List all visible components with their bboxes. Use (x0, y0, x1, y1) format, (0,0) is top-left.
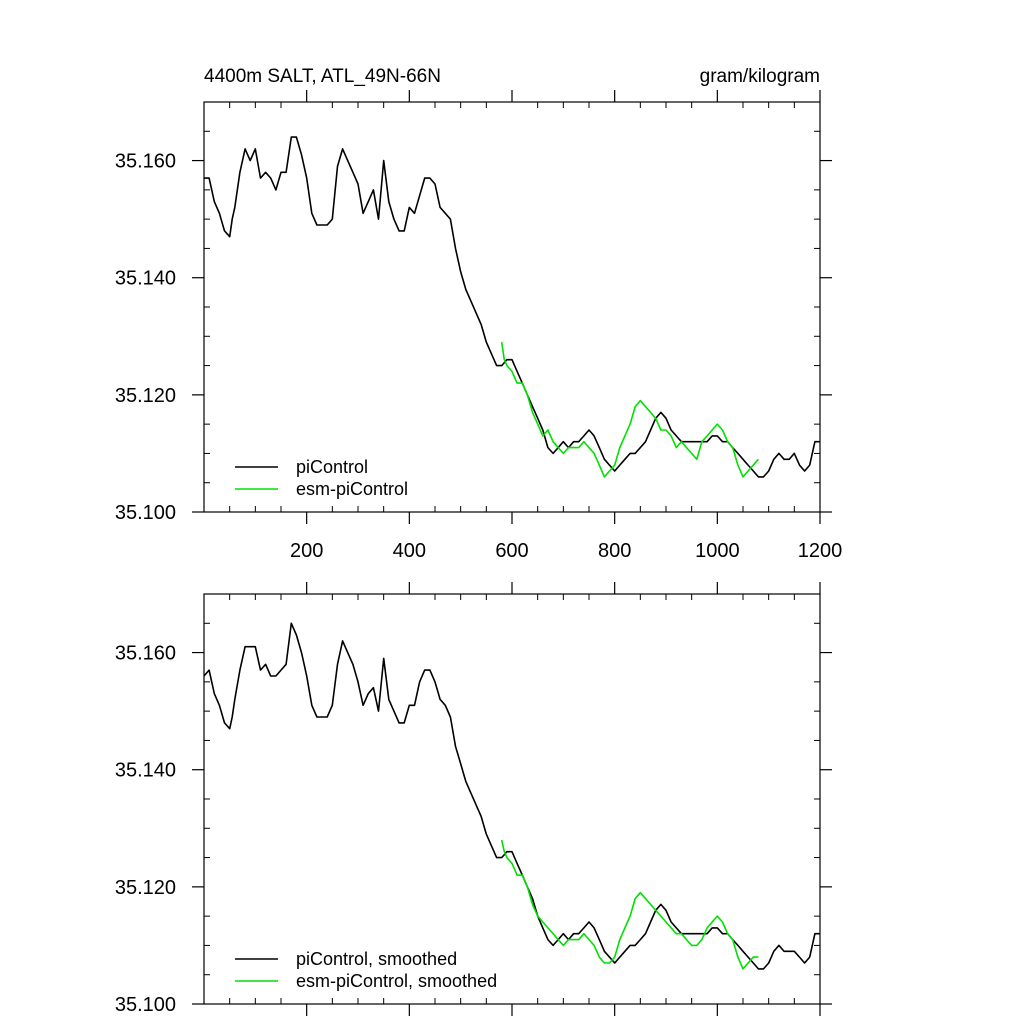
series-line-esm-picontrol-smoothed (500, 839, 759, 970)
y-tick-label: 35.100 (115, 502, 176, 524)
series-line-picontrol-smoothed (203, 622, 820, 970)
x-tick-label: 400 (393, 540, 426, 562)
y-tick-label: 35.100 (115, 994, 176, 1016)
y-tick-label: 35.140 (115, 268, 176, 290)
y-tick-label: 35.160 (115, 643, 176, 665)
series-line-esm-picontrol (500, 341, 760, 478)
legend-label: piControl (296, 457, 368, 477)
y-tick-label: 35.120 (115, 385, 176, 407)
plot-frame (203, 593, 821, 1005)
plot-frame (203, 101, 821, 513)
y-tick-label: 35.160 (115, 151, 176, 173)
legend-label: piControl, smoothed (296, 949, 457, 969)
legend-label: esm-piControl, smoothed (296, 971, 497, 991)
chart-title: 4400m SALT, ATL_49N-66N (204, 66, 441, 87)
x-tick-label: 1000 (695, 540, 740, 562)
y-tick-label: 35.140 (115, 760, 176, 782)
top-panel: 4400m SALT, ATL_49N-66N gram/kilogram 20… (115, 66, 842, 562)
x-tick-label: 1200 (798, 540, 843, 562)
y-tick-label: 35.120 (115, 877, 176, 899)
x-tick-label: 600 (495, 540, 528, 562)
x-tick-label: 200 (290, 540, 323, 562)
units-label: gram/kilogram (700, 66, 820, 87)
x-tick-label: 800 (598, 540, 631, 562)
series-line-picontrol (204, 136, 820, 478)
bottom-panel: 35.100 35.120 35.140 35.160 piControl, smoot… (115, 582, 832, 1016)
legend-label: esm-piControl (296, 479, 408, 499)
